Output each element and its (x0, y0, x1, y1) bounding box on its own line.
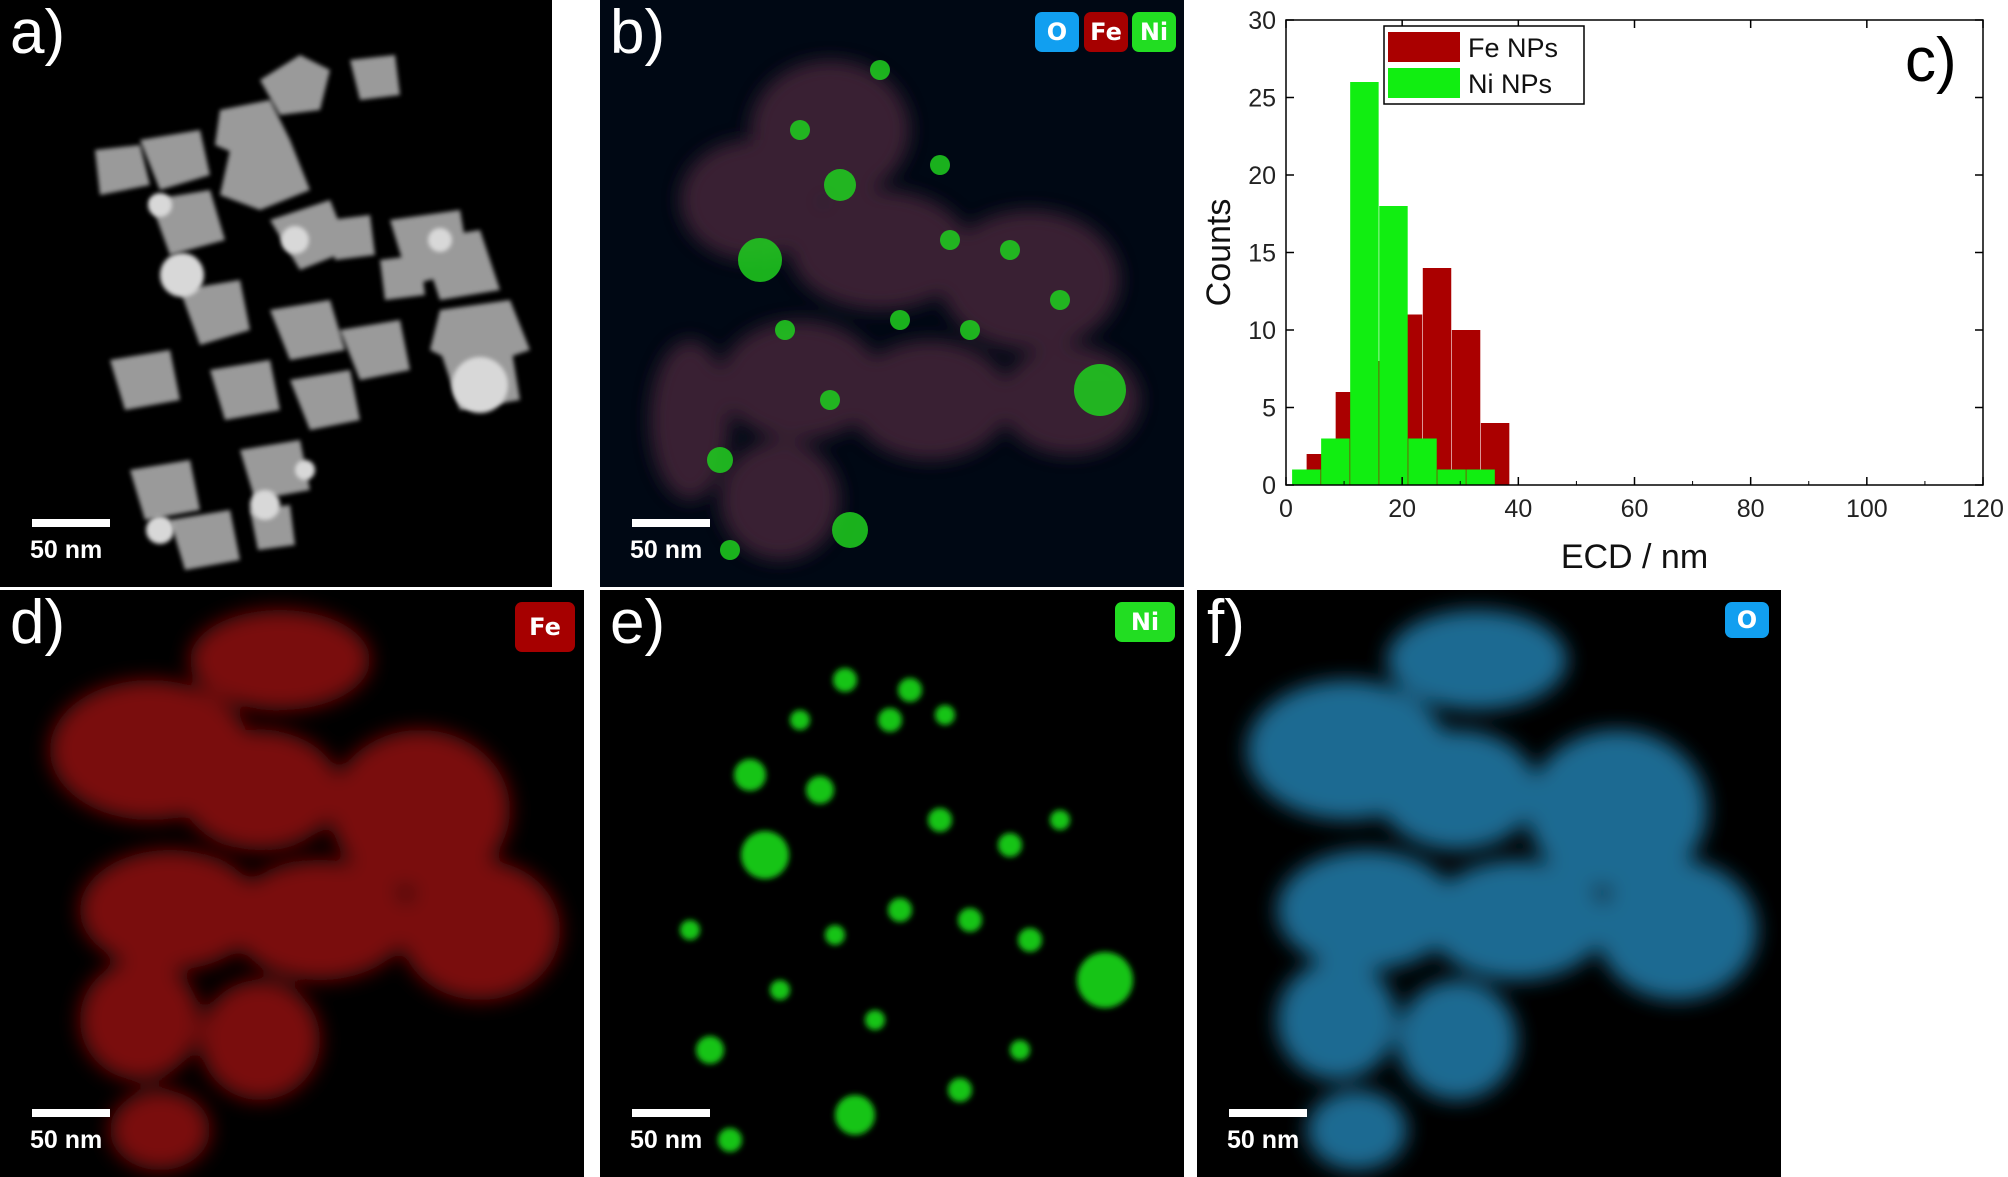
y-tick-label: 10 (1248, 317, 1276, 345)
y-tick-label: 15 (1248, 240, 1276, 268)
badge-ni: Ni (1132, 12, 1176, 52)
ecd-histogram-chart: 0 20 40 60 80 100 120 0 5 10 15 20 25 30 ECD / nm Count… (1200, 7, 2004, 576)
scale-bar (32, 519, 110, 527)
bar-ni (1466, 469, 1495, 485)
panel-letter-a: a) (10, 0, 66, 67)
bar-ni (1408, 438, 1437, 485)
ni-map-panel: e) Ni 50 nm (600, 590, 1184, 1177)
x-tick-label: 60 (1621, 495, 1649, 523)
scale-bar-label: 50 nm (30, 1126, 103, 1154)
y-tick-label: 25 (1248, 85, 1276, 113)
stem-image-panel: a) 50 nm (0, 0, 552, 587)
y-tick-label: 5 (1262, 395, 1276, 423)
scale-bar-label: 50 nm (630, 536, 703, 564)
scale-bar (632, 1109, 710, 1117)
bar-ni (1379, 206, 1408, 485)
bar-ni (1350, 82, 1379, 485)
scale-bar-label: 50 nm (1227, 1126, 1300, 1154)
overlay-map-image (650, 60, 1140, 560)
panel-letter-c: c) (1905, 26, 1957, 95)
bar-ni (1437, 469, 1466, 485)
ni-map-image (680, 668, 1133, 1152)
o-map-panel: f) O 50 nm (1197, 590, 1781, 1177)
eds-overlay-map-panel: b) O Fe Ni 50 nm (600, 0, 1184, 587)
panel-letter-d: d) (10, 590, 66, 657)
legend-swatch (1388, 32, 1460, 62)
panel-letter-e: e) (610, 590, 666, 657)
bar-ni (1321, 438, 1350, 485)
x-tick-label: 120 (1962, 495, 2004, 523)
x-tick-label: 80 (1737, 495, 1765, 523)
badge-ni: Ni (1115, 602, 1175, 642)
legend-label: Fe NPs (1468, 33, 1558, 63)
x-axis-label: ECD / nm (1561, 538, 1708, 576)
x-tick-label: 20 (1388, 495, 1416, 523)
x-tick-label: 40 (1504, 495, 1532, 523)
x-tick-label: 100 (1846, 495, 1888, 523)
y-tick-label: 30 (1248, 7, 1276, 35)
o-map-image (1247, 610, 1757, 1170)
fe-map-image (50, 610, 560, 1170)
x-tick-label: 0 (1279, 495, 1293, 523)
stem-particles-image (95, 55, 530, 570)
y-tick-label: 0 (1262, 472, 1276, 500)
legend-label: Ni NPs (1468, 69, 1552, 99)
scale-bar (632, 519, 710, 527)
panel-letter-b: b) (610, 0, 666, 67)
fe-map-panel: d) Fe 50 nm (0, 590, 584, 1177)
scale-bar-label: 50 nm (30, 536, 103, 564)
bar-fe (1451, 330, 1481, 485)
badge-o: O (1725, 602, 1769, 638)
y-axis-label: Counts (1200, 199, 1238, 307)
y-tick-label: 20 (1248, 162, 1276, 190)
scale-bar (1229, 1109, 1307, 1117)
bar-ni (1292, 469, 1321, 485)
badge-o: O (1035, 12, 1079, 52)
scale-bar (32, 1109, 110, 1117)
legend-swatch (1388, 68, 1460, 98)
badge-fe: Fe (1084, 12, 1128, 52)
scale-bar-label: 50 nm (630, 1126, 703, 1154)
panel-letter-f: f) (1207, 590, 1245, 657)
badge-fe: Fe (515, 602, 575, 652)
